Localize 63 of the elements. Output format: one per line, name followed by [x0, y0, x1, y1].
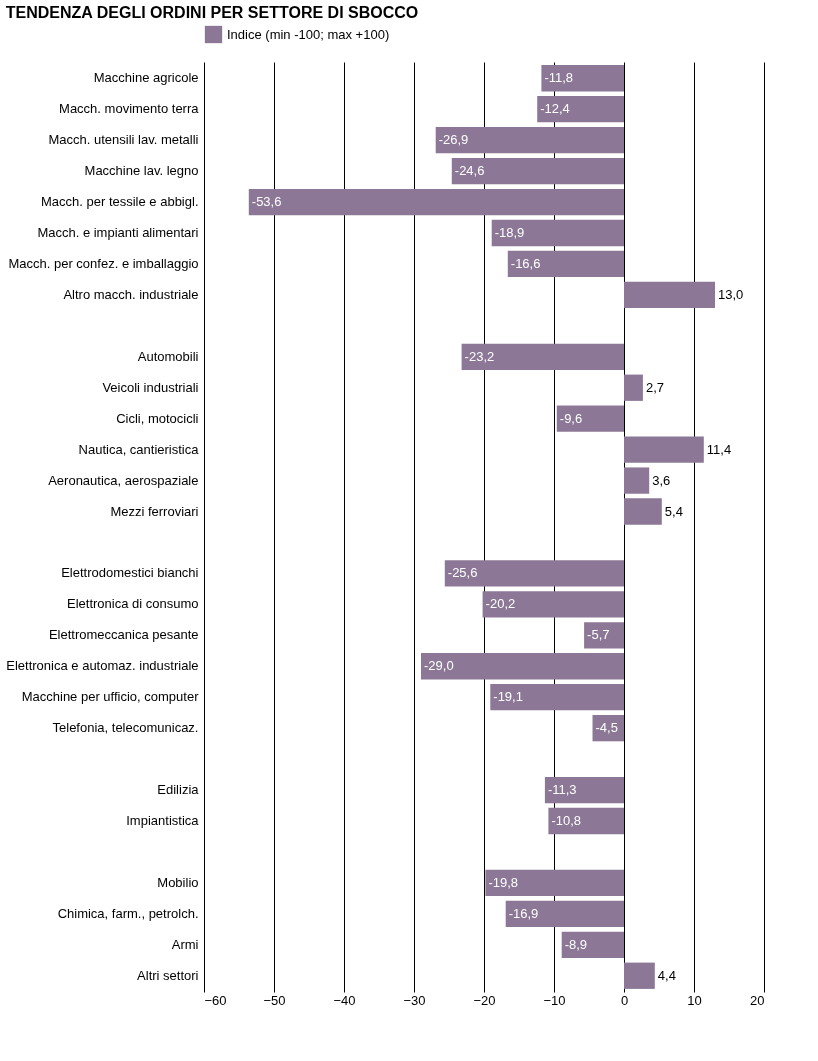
- y-tick-label: Veicoli industriali: [102, 379, 199, 395]
- text: -20,2: [485, 596, 516, 612]
- x-tick-label: 10: [687, 992, 702, 1008]
- text: -24,6: [454, 163, 485, 179]
- text: -9,6: [559, 410, 583, 426]
- y-tick-label: Elettronica e automaz. industriale: [6, 658, 199, 674]
- x-tick-label: −10: [543, 992, 566, 1008]
- text: -29,0: [424, 658, 454, 674]
- y-tick-label: Mobilio: [157, 874, 199, 890]
- text: -16,6: [510, 255, 541, 271]
- text: -53,6: [251, 194, 282, 210]
- y-tick-label: Macch. movimento terra: [59, 101, 200, 117]
- text: -19,1: [493, 689, 523, 705]
- y-tick-label: Altri settori: [137, 967, 199, 983]
- text: -4,5: [595, 720, 618, 736]
- y-tick-label: Macch. per tessile e abbigl.: [40, 194, 199, 210]
- y-tick-label: Macch. per confez. e imballaggio: [8, 255, 199, 271]
- x-tick-label: −60: [204, 992, 227, 1008]
- text: -25,6: [447, 565, 478, 581]
- y-tick-label: Impiantistica: [126, 813, 200, 829]
- x-tick-label: −40: [333, 992, 356, 1008]
- y-tick-label: Cicli, motocicli: [116, 410, 199, 426]
- text: -19,8: [488, 874, 519, 890]
- x-tick-label: −20: [473, 992, 496, 1008]
- y-tick-label: Macchine agricole: [93, 70, 199, 86]
- text: -12,4: [540, 101, 570, 117]
- text: -23,2: [464, 348, 495, 364]
- y-tick-label: Automobili: [137, 348, 199, 364]
- text: 4,4: [657, 967, 676, 983]
- text: -18,9: [494, 224, 525, 240]
- y-tick-label: Telefonia, telecomunicaz.: [52, 720, 199, 736]
- y-tick-label: Macchine per ufficio, computer: [21, 689, 200, 705]
- y-tick-label: Edilizia: [157, 782, 200, 798]
- x-tick-label: 20: [750, 992, 765, 1008]
- y-tick-label: Chimica, farm., petrolch.: [57, 905, 199, 921]
- text: 11,4: [706, 441, 732, 457]
- text: -26,9: [438, 132, 469, 148]
- text: 5,4: [664, 503, 683, 519]
- y-tick-label: Altro macch. industriale: [63, 286, 199, 302]
- text: 13,0: [718, 286, 744, 302]
- text: -16,9: [508, 905, 539, 921]
- x-tick-label: 0: [620, 992, 629, 1008]
- x-tick-label: −50: [263, 992, 286, 1008]
- legend-label: Indice (min -100; max +100): [227, 26, 390, 42]
- y-tick-label: Nautica, cantieristica: [78, 441, 200, 457]
- y-tick-label: Elettrodomestici bianchi: [61, 565, 199, 581]
- y-tick-label: Elettromeccanica pesante: [48, 627, 199, 643]
- text: -8,9: [564, 936, 588, 952]
- y-tick-label: Aeronautica, aerospaziale: [48, 472, 199, 488]
- text: -11,3: [547, 782, 577, 798]
- y-tick-label: Elettronica di consumo: [66, 596, 199, 612]
- y-tick-label: Mezzi ferroviari: [110, 503, 199, 519]
- y-tick-label: Armi: [171, 936, 199, 952]
- text: 3,6: [652, 472, 671, 488]
- y-tick-label: Macch. utensili lav. metalli: [48, 132, 199, 148]
- text: -11,8: [544, 70, 574, 86]
- x-tick-label: −30: [403, 992, 426, 1008]
- text: -5,7: [587, 627, 610, 643]
- chart-title: TENDENZA DEGLI ORDINI PER SETTORE DI SBOCCO: [5, 4, 419, 21]
- text: 2,7: [645, 379, 664, 395]
- text: -10,8: [551, 813, 582, 829]
- y-tick-label: Macchine lav. legno: [84, 163, 199, 179]
- y-tick-label: Macch. e impianti alimentari: [37, 224, 199, 240]
